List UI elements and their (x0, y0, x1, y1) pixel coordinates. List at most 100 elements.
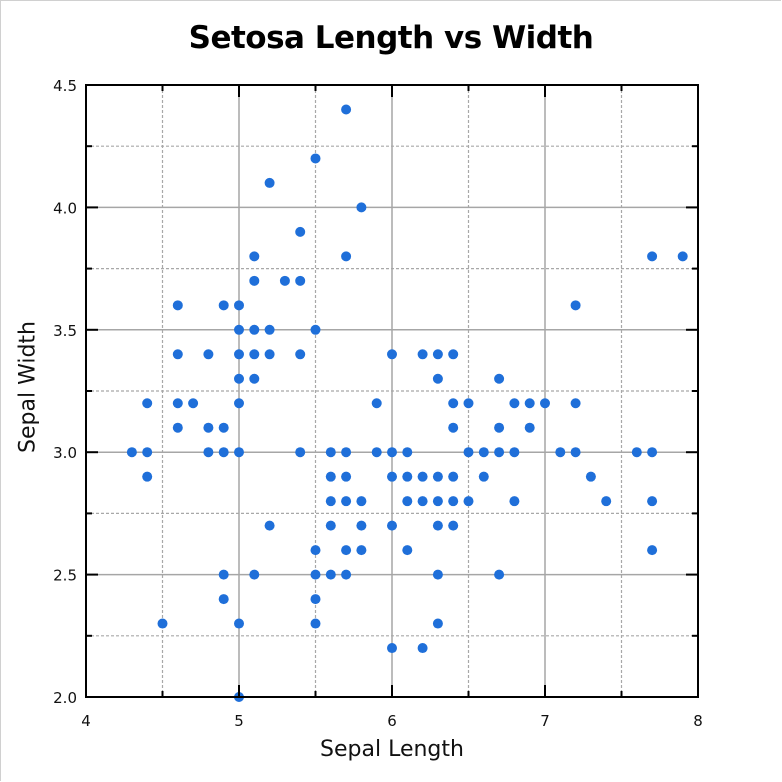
data-point (234, 373, 244, 384)
data-point (387, 447, 397, 458)
data-point (647, 545, 658, 556)
data-point (432, 618, 443, 629)
data-point (295, 226, 306, 237)
data-point (463, 447, 474, 458)
data-point (142, 447, 153, 458)
axes (85, 84, 699, 698)
data-point (218, 594, 229, 605)
y-tick-label: 4.0 (53, 199, 77, 217)
data-point (341, 104, 352, 115)
data-point (494, 569, 505, 580)
data-point (234, 398, 244, 409)
data-point (478, 471, 489, 482)
data-point (203, 349, 214, 360)
data-point (677, 251, 688, 262)
data-point (402, 496, 413, 507)
data-point (647, 251, 658, 262)
data-point (601, 496, 612, 507)
data-point (387, 643, 397, 654)
data-point (341, 545, 352, 556)
data-point (157, 618, 168, 629)
data-point (203, 447, 214, 458)
data-point (264, 324, 275, 335)
data-point (234, 447, 244, 458)
data-point (295, 447, 306, 458)
data-point (172, 398, 183, 409)
data-point (432, 373, 443, 384)
data-point (432, 520, 443, 531)
data-point (432, 569, 443, 580)
data-point (356, 202, 367, 213)
data-point (555, 447, 566, 458)
data-point (341, 496, 352, 507)
data-point (325, 520, 336, 531)
y-tick-label: 3.0 (53, 444, 77, 462)
data-point (218, 422, 229, 433)
data-point (341, 251, 352, 262)
data-point (218, 447, 229, 458)
data-point (387, 520, 397, 531)
data-point (402, 471, 413, 482)
data-point (509, 496, 520, 507)
data-point (310, 324, 321, 335)
data-point (387, 471, 397, 482)
data-point (264, 177, 275, 188)
data-point (249, 373, 260, 384)
data-point (356, 520, 367, 531)
y-tick-label: 3.5 (53, 322, 77, 340)
data-point (494, 447, 505, 458)
data-point (570, 447, 581, 458)
data-point (448, 471, 459, 482)
data-point (264, 520, 275, 531)
x-axis-label: Sepal Length (320, 737, 464, 762)
data-point (126, 447, 137, 458)
data-point (356, 545, 367, 556)
data-point (234, 618, 244, 629)
data-point (234, 324, 244, 335)
data-point (325, 471, 336, 482)
data-point (249, 349, 260, 360)
data-point (432, 349, 443, 360)
data-point (142, 398, 153, 409)
data-point (218, 300, 229, 311)
data-point (264, 349, 275, 360)
data-point (310, 594, 321, 605)
data-point (249, 251, 260, 262)
data-point (172, 300, 183, 311)
data-point (371, 398, 382, 409)
data-point (417, 643, 428, 654)
data-point (402, 447, 413, 458)
data-point (325, 569, 336, 580)
chart-title: Setosa Length vs Width (188, 20, 594, 56)
data-point (310, 545, 321, 556)
data-point (524, 398, 535, 409)
data-point (218, 569, 229, 580)
data-point (310, 153, 321, 164)
data-point (494, 373, 505, 384)
data-point (249, 275, 260, 286)
x-tick-label: 8 (693, 712, 703, 730)
x-tick-label: 6 (387, 712, 397, 730)
data-point (463, 496, 474, 507)
data-point (341, 471, 352, 482)
data-point (295, 349, 306, 360)
data-point (295, 275, 306, 286)
data-point (325, 496, 336, 507)
data-point (647, 496, 658, 507)
data-point (417, 471, 428, 482)
y-tick-label: 2.5 (53, 567, 77, 585)
data-point (647, 447, 658, 458)
x-tick-label: 5 (234, 712, 244, 730)
data-point (402, 545, 413, 556)
x-tick-label: 4 (81, 712, 91, 730)
data-point (172, 422, 183, 433)
data-point (509, 447, 520, 458)
data-point (631, 447, 642, 458)
tick-labels: 4 5 6 7 8 2.0 2.5 3.0 3.5 4.0 4.5 (53, 77, 703, 730)
data-point (432, 496, 443, 507)
data-point (585, 471, 596, 482)
data-points (126, 104, 688, 702)
data-point (570, 300, 581, 311)
data-point (325, 447, 336, 458)
